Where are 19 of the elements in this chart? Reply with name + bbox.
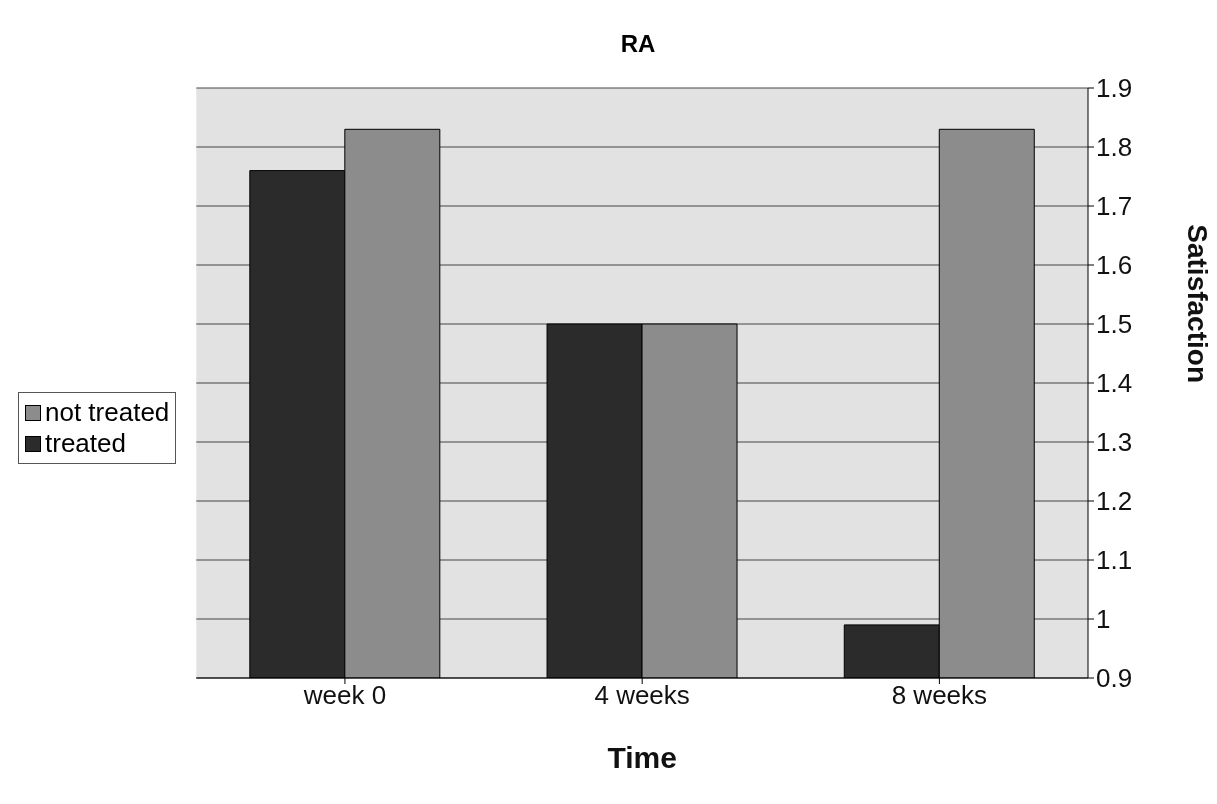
y-tick-label: 0.9: [1096, 663, 1133, 694]
y-tick-label: 1.6: [1096, 250, 1133, 281]
y-tick-label: 1.4: [1096, 368, 1133, 399]
legend-label: not treated: [45, 397, 170, 428]
x-tick-label: 4 weeks: [594, 680, 690, 711]
y-axis-title: Satisfaction: [1182, 224, 1214, 383]
chart-title: RA: [619, 30, 657, 58]
legend-label: treated: [45, 428, 126, 459]
y-tick-label: 1.5: [1096, 309, 1133, 340]
y-tick-label: 1.1: [1096, 545, 1133, 576]
y-tick-label: 1.2: [1096, 486, 1133, 517]
y-tick-label: 1.7: [1096, 191, 1133, 222]
x-tick-label: 8 weeks: [891, 680, 988, 711]
y-tick-label: 1.3: [1096, 427, 1133, 458]
y-tick-label: 1.8: [1096, 132, 1133, 163]
x-tick-label: week 0: [302, 680, 387, 711]
x-axis-title: Time: [607, 741, 677, 774]
y-tick-label: 1.9: [1096, 73, 1133, 104]
y-tick-label: 1: [1096, 604, 1111, 635]
